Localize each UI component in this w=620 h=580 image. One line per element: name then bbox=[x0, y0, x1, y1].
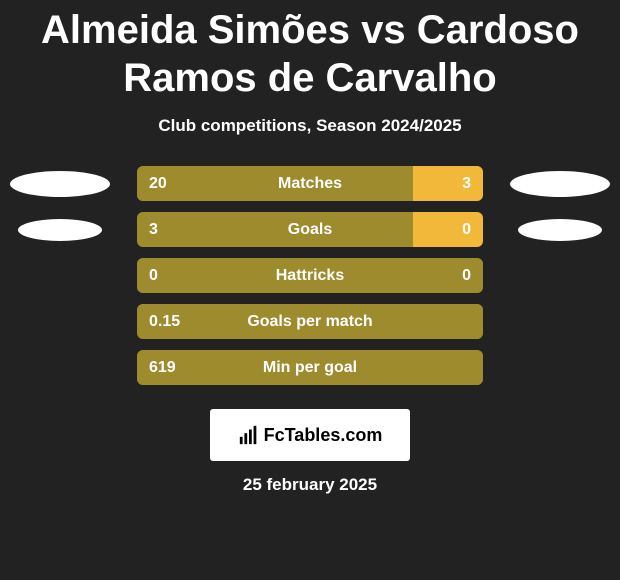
stat-row: 203Matches bbox=[0, 166, 620, 201]
player-right-badge-slot bbox=[505, 219, 615, 241]
stat-row: 30Goals bbox=[0, 212, 620, 247]
stat-label: Goals per match bbox=[137, 304, 483, 339]
subtitle: Club competitions, Season 2024/2025 bbox=[0, 116, 620, 136]
stat-label: Matches bbox=[137, 166, 483, 201]
stat-label: Min per goal bbox=[137, 350, 483, 385]
comparison-card: Almeida Simões vs Cardoso Ramos de Carva… bbox=[0, 0, 620, 495]
stat-label: Hattricks bbox=[137, 258, 483, 293]
player-left-badge-slot bbox=[5, 171, 115, 197]
logo-text: FcTables.com bbox=[264, 425, 383, 446]
player-right-badge bbox=[510, 171, 610, 197]
page-title: Almeida Simões vs Cardoso Ramos de Carva… bbox=[0, 6, 620, 102]
source-logo: FcTables.com bbox=[210, 409, 410, 461]
player-left-badge bbox=[18, 219, 102, 241]
stat-label: Goals bbox=[137, 212, 483, 247]
stat-bar: 00Hattricks bbox=[137, 258, 483, 293]
player-right-badge-slot bbox=[505, 171, 615, 197]
bar-chart-icon bbox=[238, 424, 260, 446]
stat-row: 00Hattricks bbox=[0, 258, 620, 293]
player-left-badge-slot bbox=[5, 219, 115, 241]
stats-list: 203Matches 30Goals 00Hattricks 0.15Goals pe… bbox=[0, 166, 620, 385]
player-left-badge bbox=[10, 171, 110, 197]
stat-row: 0.15Goals per match bbox=[0, 304, 620, 339]
stat-row: 619Min per goal bbox=[0, 350, 620, 385]
player-right-badge bbox=[518, 219, 602, 241]
date-text: 25 february 2025 bbox=[0, 475, 620, 495]
stat-bar: 30Goals bbox=[137, 212, 483, 247]
stat-bar: 0.15Goals per match bbox=[137, 304, 483, 339]
stat-bar: 619Min per goal bbox=[137, 350, 483, 385]
stat-bar: 203Matches bbox=[137, 166, 483, 201]
